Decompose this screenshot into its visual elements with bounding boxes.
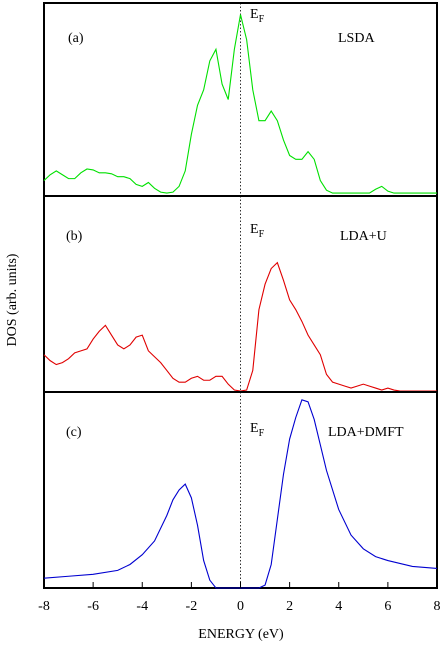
panel-label: (c) [66,425,82,440]
x-tick-label: -4 [136,599,148,614]
fermi-label-sub: F [259,14,265,25]
method-label: LDA+DMFT [328,425,404,440]
y-axis-label: DOS (arb. units) [5,253,20,346]
method-label: LDA+U [340,229,387,244]
dos-curve [43,399,438,589]
fermi-label-base: E [250,7,259,22]
x-tick-label: 4 [335,599,342,614]
fermi-label-sub: F [259,428,265,439]
x-tick-label: 6 [384,599,391,614]
method-label: LSDA [338,31,375,46]
fermi-label: EF [250,7,265,25]
x-tick-label: -6 [87,599,99,614]
panel-label: (a) [68,31,84,46]
fermi-label-base: E [250,421,259,436]
x-axis-label: ENERGY (eV) [198,627,284,642]
x-tick-label: 0 [237,599,244,614]
panel-label: (b) [66,229,83,244]
x-tick-label: -8 [38,599,50,614]
fermi-label-sub: F [259,229,265,240]
fermi-label: EF [250,222,265,240]
dos-curve [43,14,437,194]
x-tick-label: 2 [286,599,293,614]
x-tick-label: 8 [434,599,441,614]
fermi-label-base: E [250,222,259,237]
x-tick-label: -2 [186,599,198,614]
fermi-label: EF [250,421,265,439]
